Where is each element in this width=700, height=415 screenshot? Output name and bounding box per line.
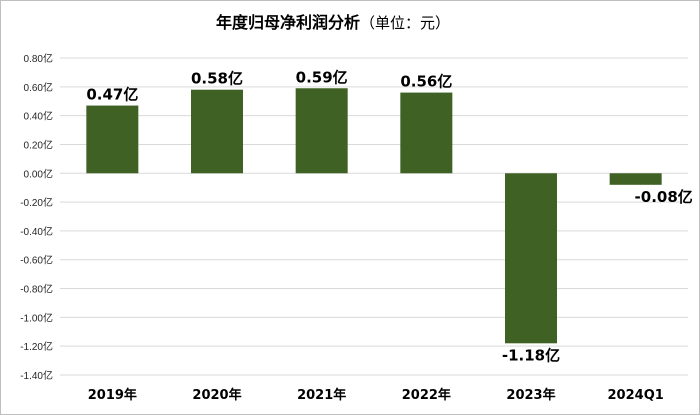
y-tick-label: 0.60亿 [24, 81, 53, 94]
x-tick-label: 2021年 [297, 387, 346, 403]
data-label: 0.47亿 [86, 86, 138, 104]
y-tick-label: -1.00亿 [20, 311, 53, 324]
bar [86, 105, 139, 174]
chart-title-main: 年度归母净利润分析 [216, 13, 360, 32]
bar [505, 173, 557, 344]
data-label: -0.08亿 [635, 188, 693, 206]
data-label: -1.18亿 [502, 346, 560, 364]
y-tick-label: 0.20亿 [24, 138, 53, 151]
chart-title: 年度归母净利润分析（单位：元） [216, 13, 450, 32]
x-tick-label: 2019年 [88, 387, 137, 403]
y-tick-label: 0.00亿 [24, 167, 53, 180]
bar [609, 173, 662, 185]
x-tick-label: 2023年 [506, 387, 555, 403]
x-tick-label: 2020年 [192, 387, 241, 403]
y-tick-label: -0.60亿 [20, 254, 53, 267]
y-tick-label: 0.40亿 [24, 110, 53, 123]
chart-title-unit: （单位：元） [360, 14, 450, 32]
data-label: 0.59亿 [296, 68, 348, 86]
data-label: 0.58亿 [191, 70, 243, 88]
y-tick-label: -1.40亿 [20, 369, 53, 382]
bar [295, 88, 348, 174]
data-label: 0.56亿 [400, 73, 452, 91]
y-tick-label: -0.20亿 [20, 196, 53, 209]
y-tick-label: -0.80亿 [20, 283, 53, 296]
y-tick-label: -0.40亿 [20, 225, 53, 238]
x-tick-label: 2024Q1 [608, 388, 664, 403]
bar [400, 92, 453, 174]
bar [191, 89, 243, 174]
x-tick-label: 2022年 [402, 387, 451, 403]
y-tick-label: -1.20亿 [20, 340, 53, 353]
y-tick-label: 0.80亿 [24, 52, 53, 65]
